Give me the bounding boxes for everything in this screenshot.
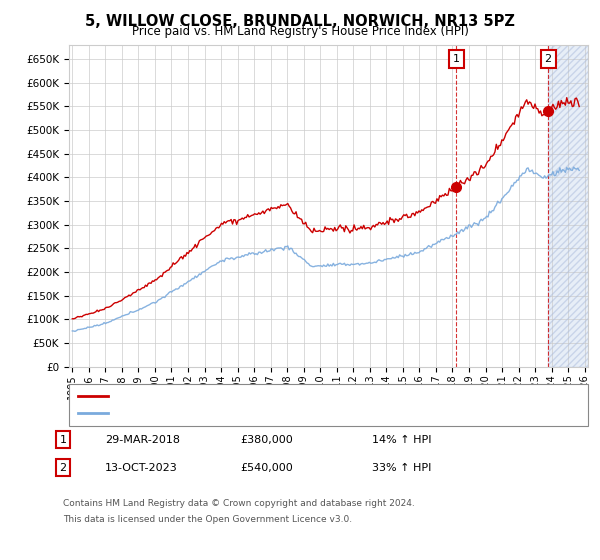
Text: Price paid vs. HM Land Registry's House Price Index (HPI): Price paid vs. HM Land Registry's House … bbox=[131, 25, 469, 38]
Text: £540,000: £540,000 bbox=[240, 463, 293, 473]
Text: 13-OCT-2023: 13-OCT-2023 bbox=[105, 463, 178, 473]
Text: 1: 1 bbox=[59, 435, 67, 445]
Text: 2: 2 bbox=[545, 54, 552, 64]
Text: 1: 1 bbox=[453, 54, 460, 64]
Bar bbox=[548, 45, 600, 367]
Bar bbox=[548, 45, 600, 367]
Text: 2: 2 bbox=[59, 463, 67, 473]
Text: 33% ↑ HPI: 33% ↑ HPI bbox=[372, 463, 431, 473]
Text: 14% ↑ HPI: 14% ↑ HPI bbox=[372, 435, 431, 445]
Text: This data is licensed under the Open Government Licence v3.0.: This data is licensed under the Open Gov… bbox=[63, 515, 352, 524]
Text: 5, WILLOW CLOSE, BRUNDALL, NORWICH, NR13 5PZ: 5, WILLOW CLOSE, BRUNDALL, NORWICH, NR13… bbox=[85, 14, 515, 29]
Text: £380,000: £380,000 bbox=[240, 435, 293, 445]
Text: 5, WILLOW CLOSE, BRUNDALL, NORWICH, NR13 5PZ (detached house): 5, WILLOW CLOSE, BRUNDALL, NORWICH, NR13… bbox=[114, 391, 481, 401]
Text: 29-MAR-2018: 29-MAR-2018 bbox=[105, 435, 180, 445]
Text: Contains HM Land Registry data © Crown copyright and database right 2024.: Contains HM Land Registry data © Crown c… bbox=[63, 500, 415, 508]
Text: HPI: Average price, detached house, Broadland: HPI: Average price, detached house, Broa… bbox=[114, 408, 360, 418]
